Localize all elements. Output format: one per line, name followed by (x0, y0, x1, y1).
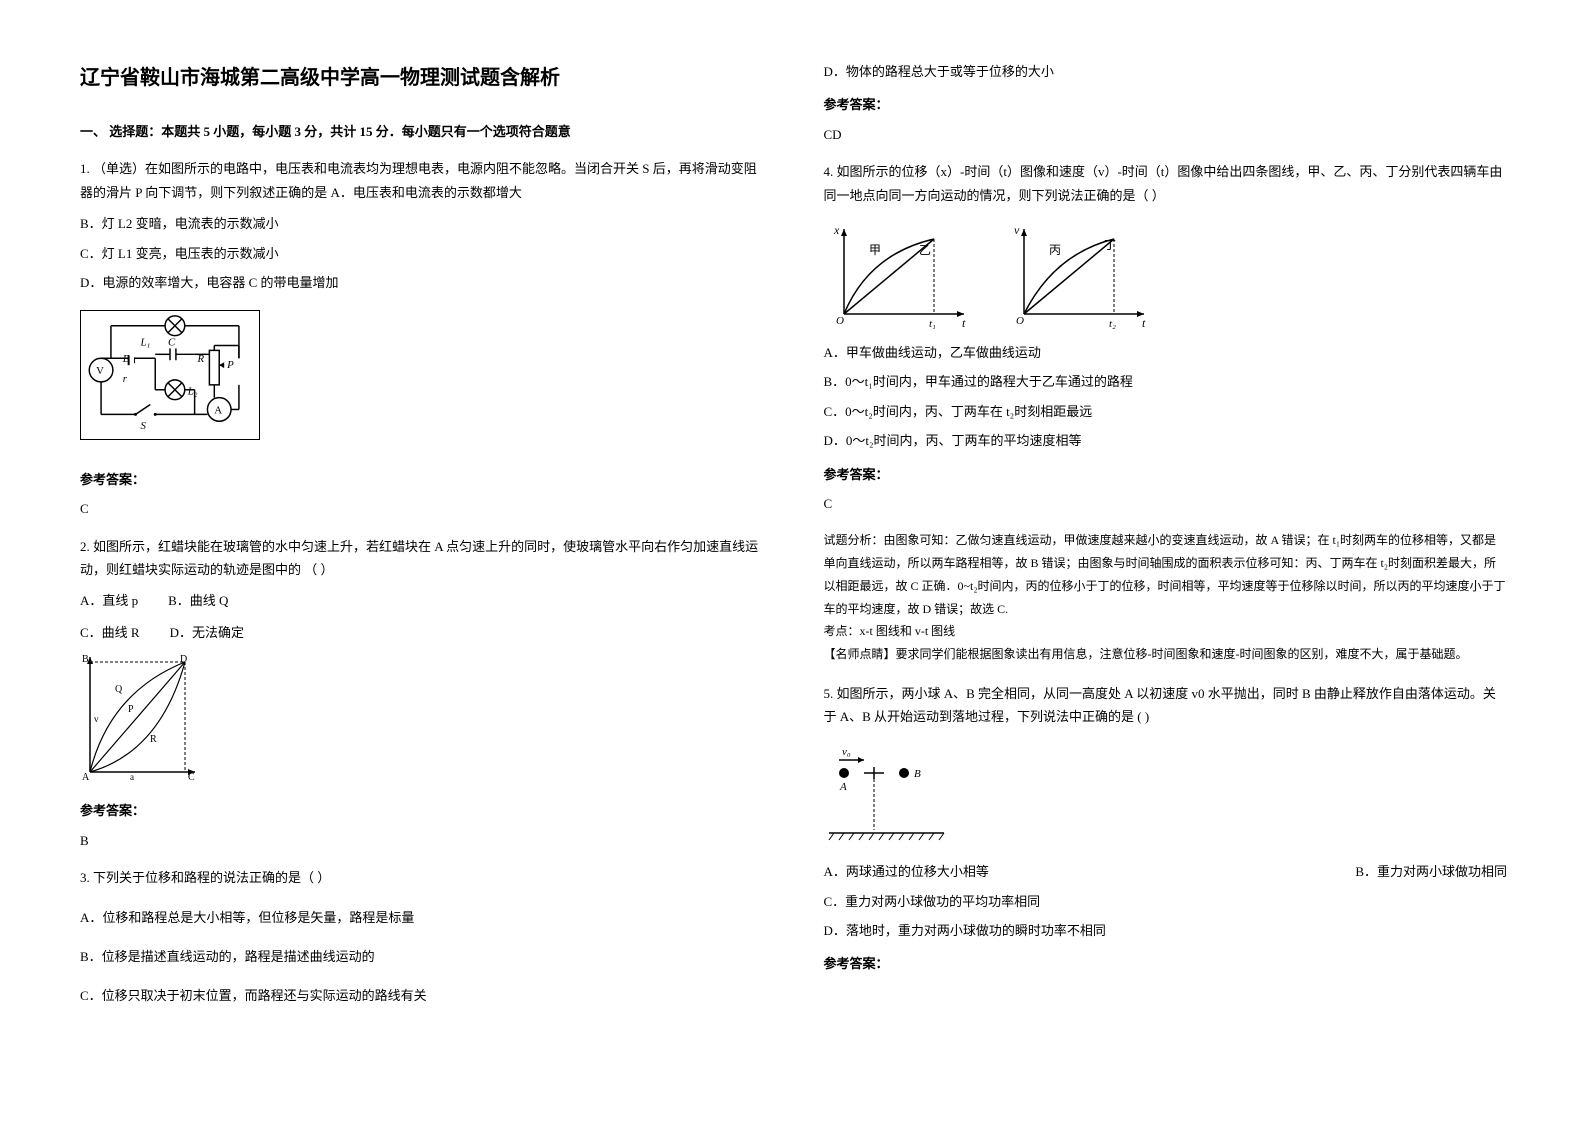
svg-text:O: O (1016, 315, 1024, 327)
q1-optC: C．灯 L1 变亮，电压表的示数减小 (80, 242, 764, 265)
q2-answer-label: 参考答案： (80, 799, 764, 822)
q3-optD: D．物体的路程总大于或等于位移的大小 (824, 60, 1508, 83)
svg-text:v₀: v₀ (842, 746, 851, 758)
svg-text:t: t (1142, 316, 1146, 329)
xt-graph: x t O 乙 甲 t₁ (824, 219, 974, 329)
svg-text:t₂: t₂ (1109, 318, 1116, 329)
q1-text: （单选）在如图所示的电路中，电压表和电流表均为理想电表，电源内阻不能忽略。当闭合… (80, 161, 757, 199)
q3-answer-label: 参考答案： (824, 93, 1508, 116)
q2-optB: B．曲线 Q (168, 589, 228, 612)
svg-text:O: O (836, 315, 844, 327)
q3-number: 3. (80, 870, 90, 885)
svg-text:x: x (833, 223, 840, 237)
q1-stem: 1. （单选）在如图所示的电路中，电压表和电流表均为理想电表，电源内阻不能忽略。… (80, 157, 764, 204)
svg-text:C: C (168, 337, 176, 349)
svg-text:L₂: L₂ (187, 386, 198, 398)
q5-optB: B．重力对两小球做功相同 (1355, 860, 1507, 883)
svg-text:B: B (914, 768, 921, 780)
q5-optA: A．两球通过的位移大小相等 (824, 860, 989, 883)
svg-text:A: A (839, 781, 847, 793)
svg-text:S: S (140, 420, 146, 432)
left-column: 辽宁省鞍山市海城第二高级中学高一物理测试题含解析 一、 选择题：本题共 5 小题… (80, 60, 764, 1020)
q2-stem: 2. 如图所示，红蜡块能在玻璃管的水中匀速上升，若红蜡块在 A 点匀速上升的同时… (80, 535, 764, 582)
q5-row-ab: A．两球通过的位移大小相等 B．重力对两小球做功相同 (824, 860, 1508, 889)
q1-optB: B．灯 L2 变暗，电流表的示数减小 (80, 212, 764, 235)
page-title: 辽宁省鞍山市海城第二高级中学高一物理测试题含解析 (80, 60, 764, 96)
q4-optB: B．0～t₁时间内，甲车通过的路程大于乙车通过的路程 (824, 370, 1508, 393)
question-1: 1. （单选）在如图所示的电路中，电压表和电流表均为理想电表，电源内阻不能忽略。… (80, 157, 764, 520)
q4-analysis1: 试题分析：由图象可知：乙做匀速直线运动，甲做速度越来越小的变速直线运动，故 A … (824, 529, 1508, 620)
question-4: 4. 如图所示的位移（x）-时间（t）图像和速度（v）-时间（t）图像中给出四条… (824, 160, 1508, 666)
q2-number: 2. (80, 539, 90, 554)
q4-analysis3: 【名师点睛】要求同学们能根据图象读出有用信息，注意位移-时间图象和速度-时间图象… (824, 643, 1508, 666)
svg-text:t₁: t₁ (929, 318, 936, 329)
q3-optC: C．位移只取决于初末位置，而路程还与实际运动的路线有关 (80, 984, 764, 1007)
q2-optA: A．直线 p (80, 589, 138, 612)
q4-number: 4. (824, 164, 834, 179)
svg-text:L₁: L₁ (139, 337, 150, 349)
q3-answer: CD (824, 123, 1508, 146)
q3-text: 下列关于位移和路程的说法正确的是（ ） (93, 870, 330, 885)
question-3: 3. 下列关于位移和路程的说法正确的是（ ） A．位移和路程总是大小相等，但位移… (80, 866, 764, 1008)
svg-text:t: t (962, 316, 966, 329)
question-2: 2. 如图所示，红蜡块能在玻璃管的水中匀速上升，若红蜡块在 A 点匀速上升的同时… (80, 535, 764, 853)
trajectory-diagram: B A C D P Q R v a (80, 652, 200, 782)
q4-optD: D．0～t₂时间内，丙、丁两车的平均速度相等 (824, 429, 1508, 452)
svg-text:P: P (226, 359, 234, 371)
q5-number: 5. (824, 686, 834, 701)
section-header: 一、 选择题：本题共 5 小题，每小题 3 分，共计 15 分．每小题只有一个选… (80, 120, 764, 143)
q2-text: 如图所示，红蜡块能在玻璃管的水中匀速上升，若红蜡块在 A 点匀速上升的同时，使玻… (80, 539, 758, 577)
svg-text:v: v (1014, 223, 1020, 237)
graph-pair: x t O 乙 甲 t₁ v t O (824, 219, 1508, 329)
q4-answer: C (824, 492, 1508, 515)
svg-text:甲: 甲 (869, 243, 881, 257)
q2-optD: D．无法确定 (170, 621, 244, 644)
q2-options-row1: A．直线 p B．曲线 Q (80, 589, 764, 612)
svg-text:A: A (82, 772, 90, 782)
q1-number: 1. (80, 161, 90, 176)
q4-analysis2: 考点：x-t 图线和 v-t 图线 (824, 620, 1508, 643)
svg-text:P: P (128, 704, 134, 715)
q2-answer: B (80, 829, 764, 852)
q5-answer-label: 参考答案： (824, 952, 1508, 975)
svg-text:A: A (214, 405, 222, 417)
q1-optD: D．电源的效率增大，电容器 C 的带电量增加 (80, 271, 764, 294)
q3-stem: 3. 下列关于位移和路程的说法正确的是（ ） (80, 866, 764, 889)
q5-stem: 5. 如图所示，两小球 A、B 完全相同，从同一高度处 A 以初速度 v0 水平… (824, 682, 1508, 729)
q5-text: 如图所示，两小球 A、B 完全相同，从同一高度处 A 以初速度 v0 水平抛出，… (824, 686, 1496, 724)
svg-text:丙: 丙 (1049, 243, 1061, 257)
q5-optD: D．落地时，重力对两小球做功的瞬时功率不相同 (824, 919, 1508, 942)
svg-text:乙: 乙 (919, 243, 931, 257)
svg-text:v: v (94, 714, 99, 724)
svg-text:a: a (130, 772, 134, 782)
svg-text:R: R (150, 734, 157, 745)
vt-graph: v t O 丁 丙 t₂ (1004, 219, 1154, 329)
q4-answer-label: 参考答案： (824, 463, 1508, 486)
q2-optC: C．曲线 R (80, 621, 140, 644)
circuit-diagram: L₁ V E r C R P (80, 310, 260, 440)
right-column: D．物体的路程总大于或等于位移的大小 参考答案： CD 4. 如图所示的位移（x… (824, 60, 1508, 1020)
svg-text:Q: Q (115, 684, 123, 695)
projectile-diagram: v₀ A B (824, 745, 984, 845)
q3-optA: A．位移和路程总是大小相等，但位移是矢量，路程是标量 (80, 906, 764, 929)
q5-optC: C．重力对两小球做功的平均功率相同 (824, 890, 1508, 913)
q4-text: 如图所示的位移（x）-时间（t）图像和速度（v）-时间（t）图像中给出四条图线，… (824, 164, 1503, 202)
q2-options-row2: C．曲线 R D．无法确定 (80, 621, 764, 644)
q3-optB: B．位移是描述直线运动的，路程是描述曲线运动的 (80, 945, 764, 968)
q4-optA: A．甲车做曲线运动，乙车做曲线运动 (824, 341, 1508, 364)
q4-stem: 4. 如图所示的位移（x）-时间（t）图像和速度（v）-时间（t）图像中给出四条… (824, 160, 1508, 207)
q1-answer: C (80, 497, 764, 520)
question-5: 5. 如图所示，两小球 A、B 完全相同，从同一高度处 A 以初速度 v0 水平… (824, 682, 1508, 976)
svg-text:V: V (96, 365, 104, 377)
q1-answer-label: 参考答案： (80, 468, 764, 491)
q4-optC: C．0～t₂时间内，丙、丁两车在 t₂时刻相距最远 (824, 400, 1508, 423)
